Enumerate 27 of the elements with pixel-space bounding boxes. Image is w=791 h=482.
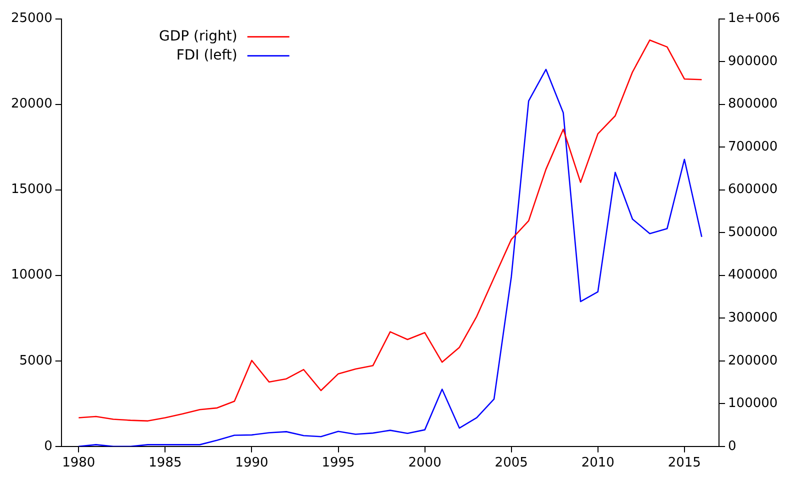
x-tick-label: 1995 — [322, 456, 355, 471]
y2-tick-label: 700000 — [728, 139, 778, 154]
y2-tick-label: 600000 — [728, 182, 778, 198]
y2-tick-label: 0 — [728, 438, 736, 454]
x-tick-label: 2005 — [494, 456, 528, 471]
y2-tick-label: 800000 — [728, 96, 778, 112]
y2-tick-label: 900000 — [728, 54, 778, 69]
legend-label: FDI (left) — [176, 47, 238, 64]
x-tick-label: 1990 — [235, 456, 268, 471]
x-tick-label: 2015 — [668, 456, 701, 471]
y2-tick-label: 500000 — [728, 224, 778, 240]
legend-label: GDP (right) — [159, 28, 238, 44]
y2-tick-label: 300000 — [728, 310, 778, 326]
y-tick-label: 25000 — [10, 11, 52, 26]
y-tick-label: 20000 — [10, 96, 52, 112]
y2-tick-label: 1e+006 — [728, 11, 780, 26]
y2-tick-label: 400000 — [728, 268, 778, 283]
y2-tick-label: 200000 — [728, 353, 778, 368]
x-tick-label: 2010 — [581, 456, 614, 471]
y-tick-label: 0 — [44, 438, 52, 454]
x-tick-label: 1980 — [62, 456, 96, 471]
y-tick-label: 5000 — [19, 353, 52, 368]
x-tick-label: 1985 — [148, 456, 182, 471]
y-tick-label: 15000 — [10, 182, 52, 198]
y-tick-label: 10000 — [10, 268, 52, 283]
y2-tick-label: 100000 — [728, 396, 778, 412]
x-tick-label: 2000 — [408, 456, 442, 471]
